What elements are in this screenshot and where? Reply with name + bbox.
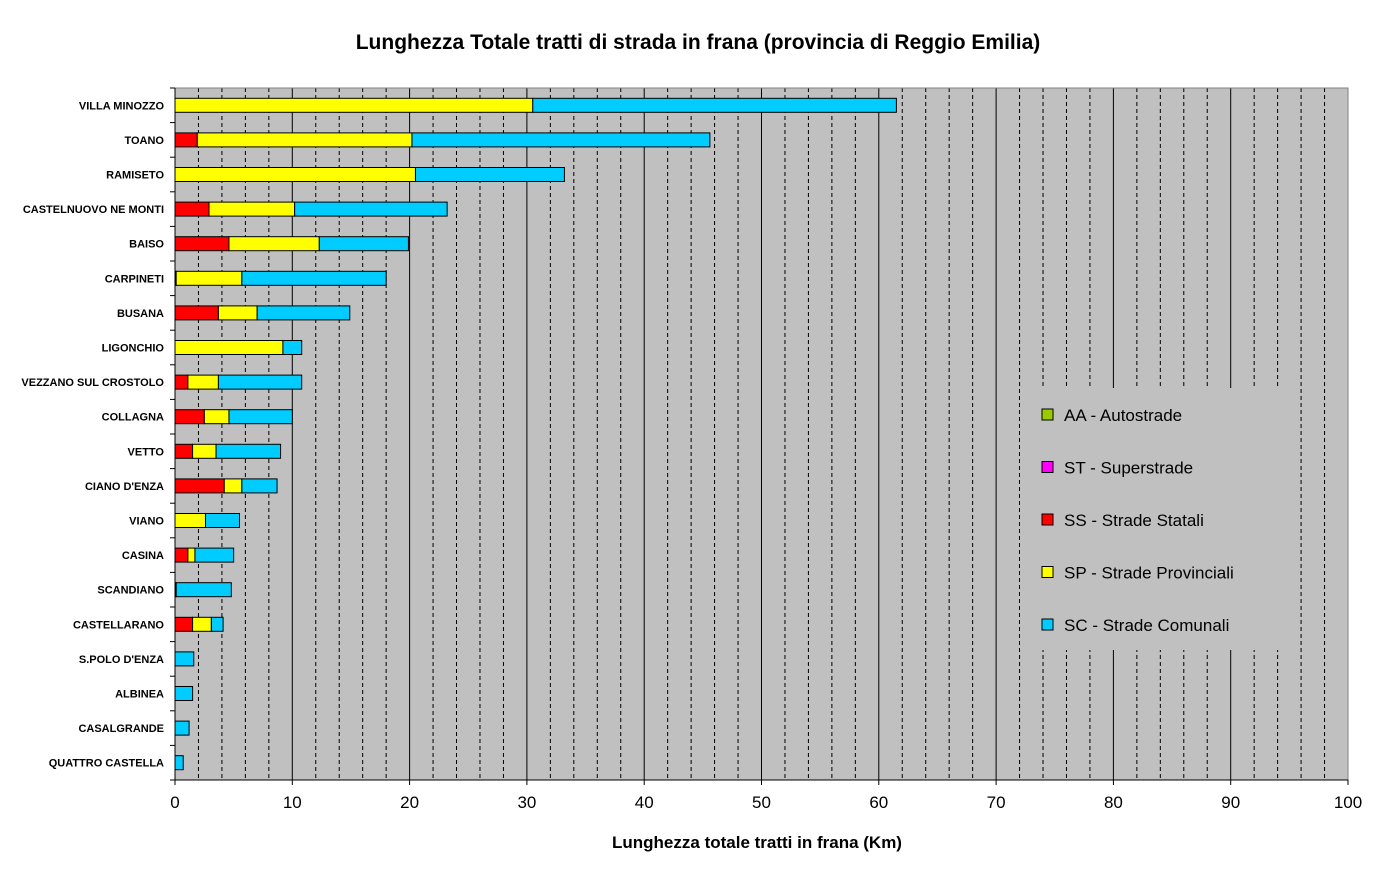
category-label: CIANO D'ENZA: [85, 481, 164, 493]
x-tick-label: 50: [752, 793, 771, 812]
category-label: VILLA MINOZZO: [79, 100, 165, 112]
bar-segment: [294, 201, 448, 217]
bar-segment: [192, 616, 212, 632]
x-tick-label: 40: [635, 793, 654, 812]
bar-segment: [217, 305, 258, 321]
x-tick-labels: 0 10 20 30 40 50 60 70 80 90 100: [170, 793, 1362, 812]
bar-segment: [174, 305, 219, 321]
legend-swatch: [1041, 461, 1054, 473]
category-label: S.POLO D'ENZA: [79, 654, 164, 666]
x-tick-label: 60: [869, 793, 888, 812]
legend-swatch: [1041, 513, 1054, 526]
category-label: VIANO: [129, 516, 164, 528]
bar-segment: [174, 132, 198, 148]
category-label: LIGONCHIO: [102, 343, 165, 355]
category-label: RAMISETO: [106, 170, 164, 182]
bar-segment: [174, 97, 534, 113]
bar-segment: [174, 340, 284, 355]
bar-segment: [203, 409, 230, 425]
bar-segment: [174, 651, 195, 667]
x-tick-label: 80: [1104, 793, 1123, 812]
category-label: CASALGRANDE: [78, 723, 164, 735]
category-label: CASTELLARANO: [73, 619, 164, 631]
bar-segment: [174, 236, 230, 252]
bar-segment: [414, 167, 565, 182]
bar-segment: [174, 167, 416, 182]
bar-segment: [192, 443, 217, 459]
bar-segment: [174, 616, 194, 632]
bar-segment: [174, 478, 225, 494]
x-tick-label: 10: [283, 793, 302, 812]
bar-segment: [174, 409, 205, 425]
bar-segment: [532, 97, 897, 113]
legend-box: [1020, 388, 1300, 650]
bar-segment: [256, 305, 351, 321]
bar-segment: [187, 374, 219, 390]
legend-swatch: [1041, 408, 1054, 421]
legend-swatch: [1041, 618, 1054, 631]
bar-segment: [174, 720, 190, 736]
bar-segment: [411, 132, 711, 148]
bar-segment: [174, 374, 189, 390]
bar-segment: [174, 686, 194, 701]
legend-swatch: [1041, 566, 1054, 578]
bar-segment: [174, 547, 189, 563]
bar-segment: [318, 236, 409, 252]
bar-segment: [175, 270, 243, 286]
bar-segment: [204, 513, 241, 528]
legend-label: SC - Strade Comunali: [1064, 616, 1229, 635]
legend: AA - Autostrade ST - Superstrade SS - Stra…: [1020, 388, 1300, 650]
chart-title: Lunghezza Totale tratti di strada in fra…: [356, 31, 1041, 54]
legend-label: SS - Strade Statali: [1064, 511, 1204, 530]
axes: [170, 87, 1349, 785]
x-tick-label: 30: [517, 793, 536, 812]
bar-segment: [215, 443, 282, 459]
bar-segment: [174, 513, 206, 528]
x-tick-label: 20: [400, 793, 419, 812]
category-label: TOANO: [124, 135, 164, 147]
category-labels: VILLA MINOZZO TOANO RAMISETO CASTELNUOVO NE…: [21, 100, 164, 769]
category-label: VETTO: [128, 446, 165, 458]
bar-segment: [208, 201, 296, 217]
legend-label: SP - Strade Provinciali: [1064, 564, 1234, 583]
bar-segment: [194, 547, 235, 563]
category-label: BAISO: [129, 239, 164, 251]
bar-segment: [175, 582, 232, 598]
category-label: CASINA: [122, 550, 164, 562]
category-label: VEZZANO SUL CROSTOLO: [21, 377, 164, 389]
bars: [174, 97, 897, 771]
x-tick-label: 100: [1334, 793, 1362, 812]
category-label: ALBINEA: [115, 689, 164, 701]
x-tick-label: 70: [987, 793, 1006, 812]
category-label: QUATTRO CASTELLA: [49, 758, 164, 770]
x-tick-label: 90: [1221, 793, 1240, 812]
x-axis-label: Lunghezza totale tratti in frana (Km): [612, 833, 902, 852]
bar-segment: [228, 409, 293, 425]
x-tick-label: 0: [170, 793, 179, 812]
bar-segment: [174, 443, 194, 459]
legend-label: AA - Autostrade: [1064, 406, 1182, 425]
legend-label: ST - Superstrade: [1064, 459, 1193, 478]
category-label: CARPINETI: [105, 273, 164, 285]
bar-segment: [282, 340, 303, 355]
category-label: CASTELNUOVO NE MONTI: [23, 204, 164, 216]
category-label: SCANDIANO: [97, 585, 164, 597]
bar-segment: [174, 755, 184, 771]
bar-segment: [223, 478, 243, 494]
bar-segment: [187, 547, 196, 563]
bar-segment: [174, 201, 210, 217]
category-label: BUSANA: [117, 308, 164, 320]
bar-segment: [210, 616, 224, 632]
bar-segment: [241, 270, 387, 286]
bar-segment: [241, 478, 278, 494]
category-label: COLLAGNA: [102, 412, 164, 424]
bar-segment: [228, 236, 320, 252]
bar-segment: [217, 374, 303, 390]
bar-segment: [196, 132, 413, 148]
